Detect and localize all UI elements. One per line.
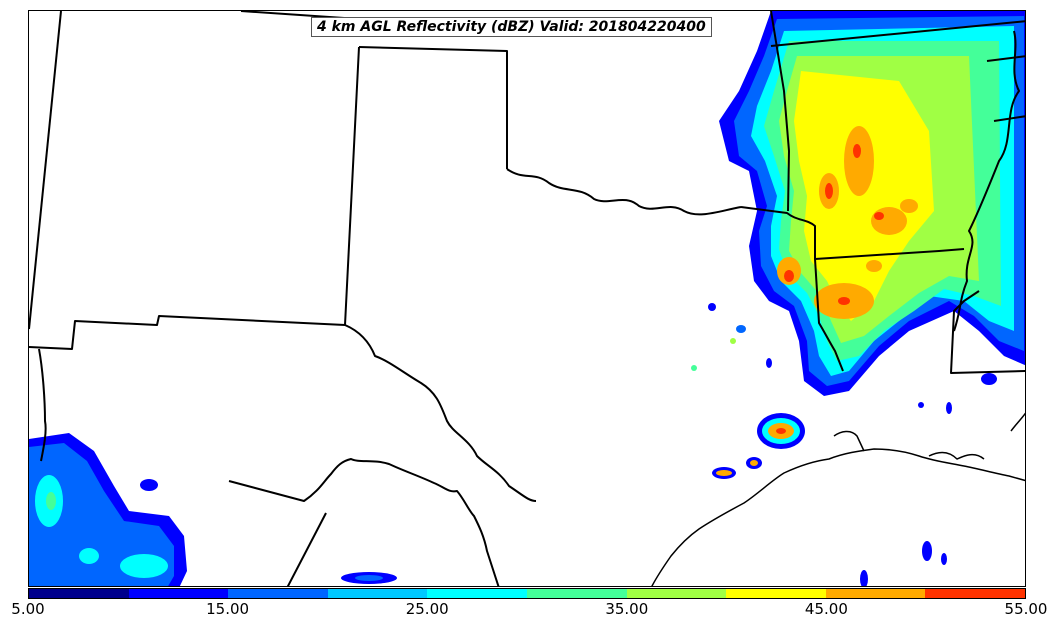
coastline — [651, 412, 1025, 586]
border-tx-la — [814, 258, 844, 372]
reflectivity-core-red — [874, 212, 884, 220]
reflectivity-cell — [691, 365, 697, 371]
border-ms-al — [950, 290, 1025, 374]
reflectivity-cell — [776, 428, 786, 434]
colorbar-segment — [29, 589, 129, 598]
reflectivity-cell — [860, 570, 868, 586]
map-title: 4 km AGL Reflectivity (dBZ) Valid: 20180… — [311, 17, 712, 37]
border-west-frame — [38, 348, 47, 462]
reflectivity-core-green — [46, 492, 56, 510]
reflectivity-cell — [736, 325, 746, 333]
border-texas-panhandle — [29, 46, 360, 350]
colorbar — [28, 588, 1026, 599]
reflectivity-cell — [766, 358, 772, 368]
border-ark-north — [770, 20, 1025, 47]
border-ark-ok — [770, 11, 790, 212]
reflectivity-cell — [355, 575, 383, 581]
reflectivity-map — [29, 11, 1025, 586]
reflectivity-cell — [140, 479, 158, 491]
reflectivity-core-orange — [844, 126, 874, 196]
reflectivity-core-orange — [900, 199, 918, 213]
colorbar-segment — [327, 589, 428, 598]
colorbar-tick-label: 5.00 — [11, 600, 45, 618]
reflectivity-core-red — [838, 297, 850, 305]
border-al-north — [993, 115, 1025, 122]
colorbar-segment — [726, 589, 826, 598]
reflectivity-core-orange — [866, 260, 882, 272]
colorbar-tick-label: 45.00 — [804, 600, 848, 618]
reflectivity-cluster-east — [719, 11, 1025, 396]
reflectivity-core-red — [825, 183, 833, 199]
colorbar-segment — [128, 589, 229, 598]
colorbar-segment — [825, 589, 926, 598]
colorbar-segment — [526, 589, 627, 598]
reflectivity-cell — [941, 553, 947, 565]
reflectivity-cell — [946, 402, 952, 414]
border-miss-river — [953, 30, 1020, 332]
reflectivity-core-cyan — [120, 554, 168, 578]
border-ms-north — [986, 55, 1025, 62]
coast-inlet — [833, 430, 865, 452]
reflectivity-core-red — [784, 270, 794, 282]
colorbar-tick-label: 55.00 — [1004, 600, 1048, 618]
reflectivity-cluster-southwest — [29, 433, 397, 586]
reflectivity-cell — [918, 402, 924, 408]
reflectivity-core-orange — [871, 207, 907, 235]
colorbar-segment — [925, 589, 1025, 598]
colorbar-tick-label: 15.00 — [206, 600, 250, 618]
map-panel: 4 km AGL Reflectivity (dBZ) Valid: 20180… — [28, 10, 1026, 587]
reflectivity-cell — [981, 373, 997, 385]
reflectivity-cell — [730, 338, 736, 344]
colorbar-segment — [427, 589, 527, 598]
reflectivity-core-red — [853, 144, 861, 158]
border-mexico-coast — [228, 458, 500, 586]
reflectivity-cell — [750, 460, 758, 466]
border-mexico-inner — [286, 512, 327, 586]
reflectivity-cell — [708, 303, 716, 311]
border-ark-la — [814, 248, 965, 260]
border-tx-la-north — [740, 206, 816, 259]
colorbar-tick-labels: 5.00 15.00 25.00 35.00 45.00 55.00 — [0, 600, 1060, 630]
reflectivity-cell — [922, 541, 932, 561]
reflectivity-cell — [716, 470, 732, 476]
coast-louisiana — [928, 451, 985, 460]
reflectivity-band-lightblue — [29, 443, 174, 586]
reflectivity-cells-scattered — [140, 303, 997, 586]
colorbar-tick-label: 25.00 — [405, 600, 449, 618]
reflectivity-core-cyan — [79, 548, 99, 564]
border-rio-grande — [344, 324, 537, 502]
colorbar-tick-label: 35.00 — [605, 600, 649, 618]
colorbar-segment — [228, 589, 328, 598]
border-new-mexico-west — [29, 11, 62, 330]
colorbar-segment — [626, 589, 727, 598]
coast-mississippi-delta — [1010, 412, 1025, 432]
gulf-coast-texas — [651, 448, 1025, 586]
border-red-river — [506, 168, 742, 216]
border-ok-panhandle — [358, 46, 508, 169]
state-borders — [29, 11, 1025, 586]
